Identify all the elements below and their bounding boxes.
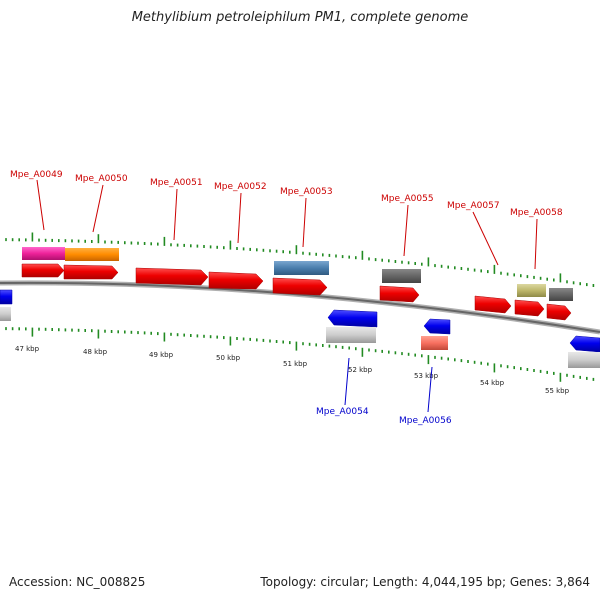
- upper-feature-row: [22, 247, 573, 301]
- gene-arrow-right-reverse[interactable]: [569, 335, 600, 353]
- gene-label-mpe-a0056[interactable]: Mpe_A0056: [399, 416, 452, 426]
- gene-label-mpe-a0052[interactable]: Mpe_A0052: [214, 182, 267, 192]
- gene-arrow-mpe-a0051[interactable]: [135, 267, 209, 286]
- reverse-gene-labels: Mpe_A0054 Mpe_A0056: [316, 357, 452, 426]
- scale-label-47: 47 kbp: [15, 345, 40, 353]
- gene-label-mpe-a0053[interactable]: Mpe_A0053: [280, 187, 333, 197]
- leader-line: [472, 211, 499, 266]
- gene-arrow-mpe-a0050[interactable]: [63, 264, 119, 280]
- genome-summary-text: Topology: circular; Length: 4,044,195 bp…: [260, 575, 590, 589]
- gene-label-mpe-a0054[interactable]: Mpe_A0054: [316, 407, 369, 417]
- reverse-strand-genes: [0, 289, 600, 368]
- gene-arrow-mpe-a0049[interactable]: [21, 263, 65, 278]
- scale-label-52: 52 kbp: [348, 366, 373, 374]
- gene-label-mpe-a0049[interactable]: Mpe_A0049: [10, 170, 63, 180]
- scale-label-50: 50 kbp: [216, 354, 241, 362]
- scale-label-51: 51 kbp: [283, 360, 308, 368]
- feature-darkgray[interactable]: [382, 269, 421, 283]
- leader-line: [302, 197, 307, 248]
- gene-arrow-mpe-a0055[interactable]: [379, 285, 420, 303]
- feature-lightgray-a0054[interactable]: [326, 327, 376, 343]
- feature-olive[interactable]: [517, 284, 546, 297]
- leader-line: [92, 184, 104, 233]
- feature-lightgray-left[interactable]: [0, 307, 11, 321]
- leader-line: [36, 179, 45, 231]
- scale-label-54: 54 kbp: [480, 379, 505, 387]
- leader-line: [237, 192, 242, 244]
- gene-arrow-mpe-a0052[interactable]: [208, 271, 264, 290]
- upper-tick-ring: [5, 232, 595, 287]
- gene-arrow-mpe-a0056[interactable]: [423, 318, 451, 335]
- scale-label-53: 53 kbp: [414, 372, 439, 380]
- feature-steelblue[interactable]: [274, 261, 329, 275]
- gene-arrow-right-edge[interactable]: [546, 303, 572, 321]
- gene-label-mpe-a0055[interactable]: Mpe_A0055: [381, 194, 434, 204]
- gene-arrow-left-edge[interactable]: [0, 289, 13, 305]
- gene-arrow-mpe-a0053[interactable]: [272, 277, 328, 296]
- leader-line: [403, 204, 409, 257]
- gene-label-mpe-a0058[interactable]: Mpe_A0058: [510, 208, 563, 218]
- leader-line: [173, 188, 178, 241]
- gene-arrow-mpe-a0057[interactable]: [474, 295, 512, 314]
- gene-label-mpe-a0051[interactable]: Mpe_A0051: [150, 178, 203, 188]
- scale-labels: 47 kbp 48 kbp 49 kbp 50 kbp 51 kbp 52 kb…: [15, 345, 570, 395]
- gene-label-mpe-a0050[interactable]: Mpe_A0050: [75, 174, 128, 184]
- lower-tick-ring: [5, 327, 595, 382]
- gene-arrow-mpe-a0058[interactable]: [514, 299, 545, 317]
- scale-label-48: 48 kbp: [83, 348, 108, 356]
- leader-line: [534, 218, 538, 270]
- feature-lightgray-right[interactable]: [568, 352, 600, 368]
- feature-pink[interactable]: [22, 247, 65, 260]
- scale-label-49: 49 kbp: [149, 351, 174, 359]
- feature-darkgray-2[interactable]: [549, 288, 573, 301]
- forward-gene-labels: Mpe_A0049 Mpe_A0050 Mpe_A0051 Mpe_A0052 …: [10, 170, 563, 270]
- map-title: Methylibium petroleiphilum PM1, complete…: [131, 10, 469, 25]
- leader-line: [344, 357, 350, 406]
- scale-label-55: 55 kbp: [545, 387, 570, 395]
- feature-orange[interactable]: [65, 248, 119, 261]
- gene-label-mpe-a0057[interactable]: Mpe_A0057: [447, 201, 500, 211]
- feature-salmon[interactable]: [421, 336, 448, 350]
- gene-arrow-mpe-a0054[interactable]: [327, 309, 378, 328]
- leader-line: [427, 366, 433, 413]
- forward-strand-genes: [21, 263, 572, 321]
- accession-text: Accession: NC_008825: [9, 575, 146, 589]
